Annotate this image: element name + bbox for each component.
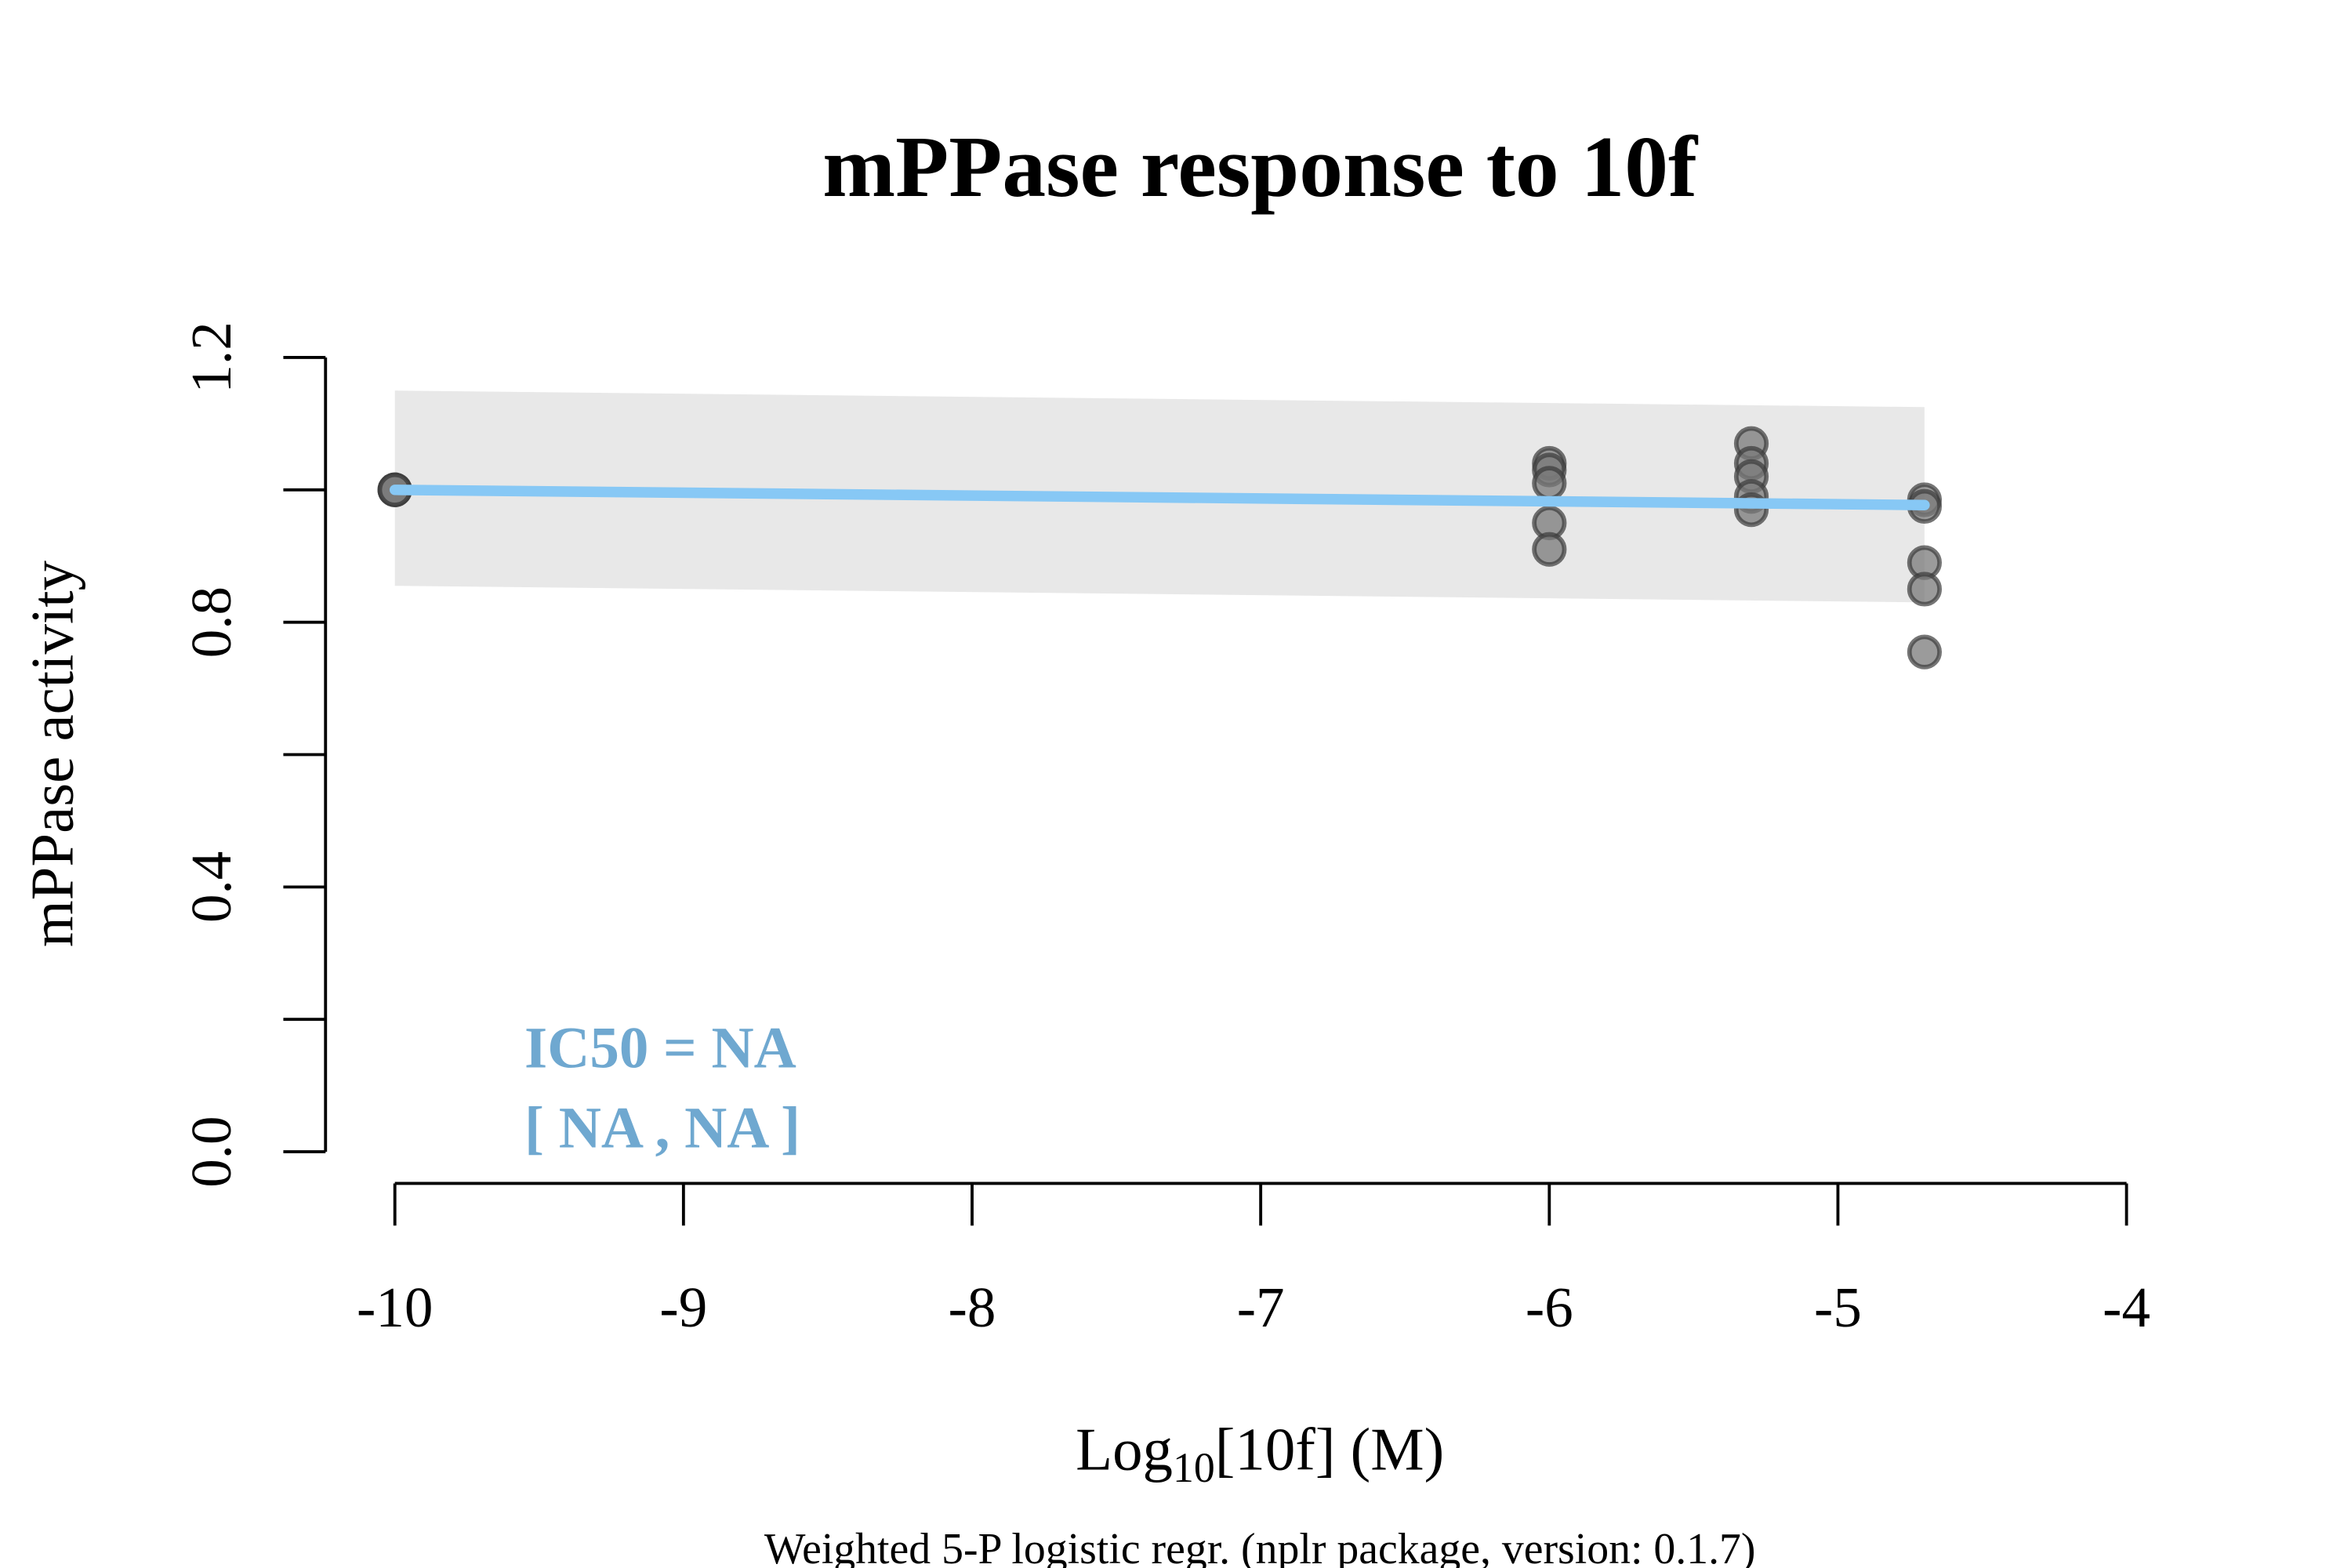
ic50-annotation: IC50 = NA: [524, 1015, 796, 1080]
y-tick-label-6: 1.2: [180, 321, 243, 393]
x-axis-label-prefix: Log: [1076, 1416, 1173, 1483]
ic50-interval-annotation: [ NA , NA ]: [524, 1095, 800, 1160]
points-layer: [377, 426, 1943, 670]
x-axis-ticks: -10 -9 -8 -7 -6 -5 -4: [357, 1183, 2150, 1339]
data-point-7: [1532, 532, 1567, 567]
x-tick-label-3: -7: [1237, 1276, 1285, 1339]
x-tick-label-2: -8: [949, 1276, 996, 1339]
x-tick-label-5: -5: [1814, 1276, 1862, 1339]
data-point-17: [1907, 634, 1943, 670]
x-axis-label-suffix: [10f] (M): [1215, 1416, 1444, 1483]
x-tick-label-6: -4: [2103, 1276, 2150, 1339]
y-tick-label-2: 0.4: [180, 851, 243, 923]
data-point-16: [1907, 572, 1943, 607]
x-tick-label-4: -6: [1526, 1276, 1573, 1339]
x-axis-label: Log10[10f] (M): [1076, 1416, 1444, 1491]
chart-title: mPPase response to 10f: [822, 119, 1699, 216]
x-axis-label-subscript: 10: [1173, 1444, 1215, 1491]
x-tick-label-1: -9: [659, 1276, 707, 1339]
x-tick-label-0: -10: [357, 1276, 433, 1339]
y-axis-label: mPPase activity: [18, 560, 85, 947]
y-tick-label-0: 0.0: [180, 1116, 243, 1187]
data-point-5: [1532, 466, 1567, 501]
fit-line-layer: [389, 485, 1930, 510]
y-tick-label-4: 0.8: [180, 586, 243, 658]
footnote: Weighted 5-P logistic regr. (nplr packag…: [764, 1525, 1756, 1568]
fit-line: [389, 485, 1930, 510]
y-axis-ticks: 0.0 0.4 0.8 1.2: [180, 321, 326, 1188]
